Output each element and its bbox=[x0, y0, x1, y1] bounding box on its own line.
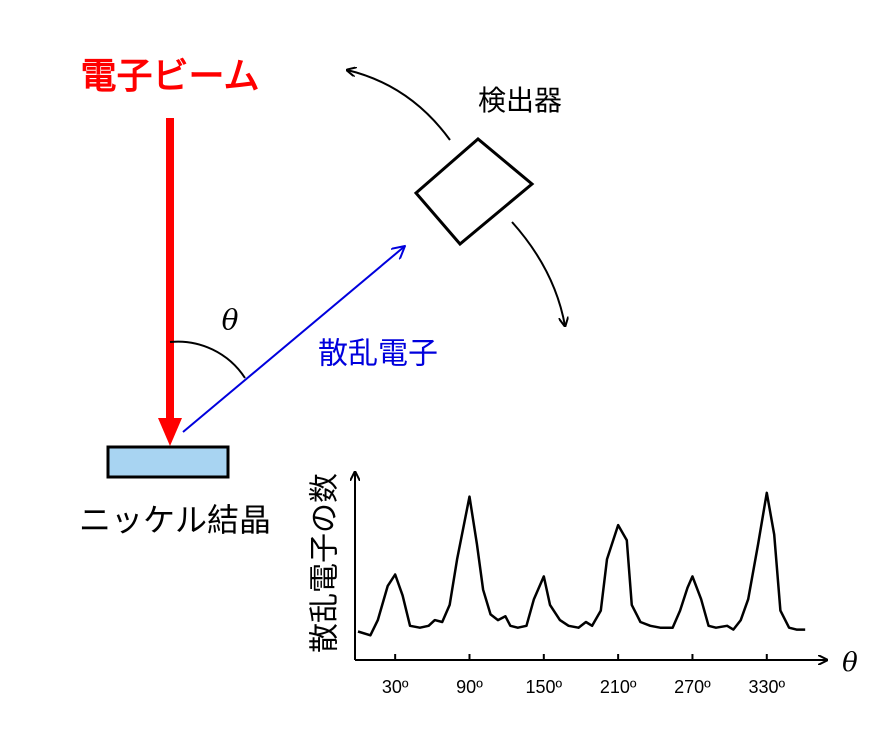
detector bbox=[413, 137, 535, 247]
crystal bbox=[106, 445, 230, 479]
x-tick-label: 30º bbox=[382, 677, 409, 697]
x-tick-label: 150º bbox=[526, 677, 563, 697]
x-axis-label: θ bbox=[842, 648, 858, 678]
beam-label: 電子ビーム bbox=[81, 56, 260, 97]
scattered-arrow bbox=[182, 246, 405, 433]
y-axis-label: 散乱電子の数 bbox=[308, 473, 343, 653]
crystal-label: ニッケル結晶 bbox=[79, 501, 271, 539]
x-tick-label: 330º bbox=[748, 677, 785, 697]
beam-arrowhead bbox=[158, 418, 182, 446]
scattered-label: 散乱電子 bbox=[318, 337, 438, 372]
x-tick-label: 270º bbox=[674, 677, 711, 697]
motion-arrow bbox=[511, 221, 565, 326]
angle-label: θ bbox=[222, 304, 239, 337]
x-tick-label: 90º bbox=[456, 677, 483, 697]
angle-arc bbox=[169, 340, 246, 379]
motion-arrow bbox=[347, 70, 451, 141]
x-tick-label: 210º bbox=[600, 677, 637, 697]
detector-label: 検出器 bbox=[478, 84, 562, 117]
data-line bbox=[357, 491, 806, 637]
